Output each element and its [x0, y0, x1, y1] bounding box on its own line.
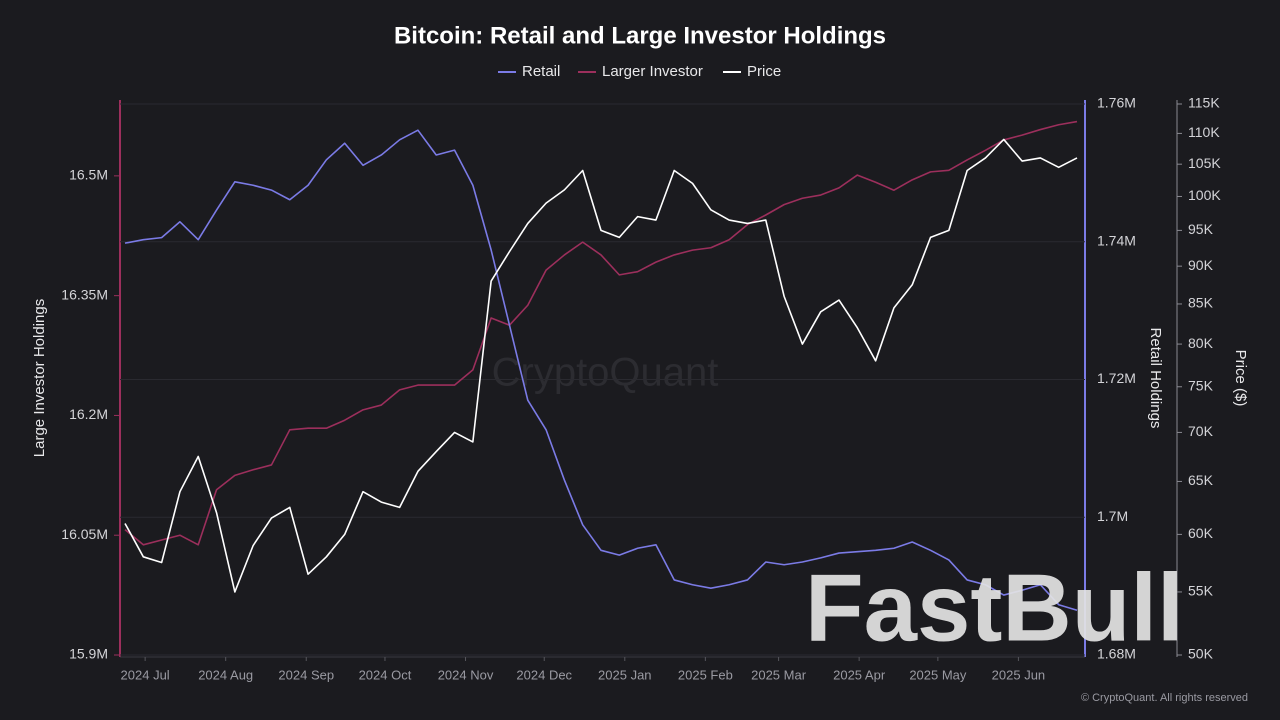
- y3-tick-label: 115K: [1188, 95, 1220, 111]
- y3-tick-label: 50K: [1188, 646, 1214, 662]
- series-line: [124, 129, 1078, 611]
- y-axis-title: Large Investor Holdings: [31, 299, 48, 457]
- x-tick-label: 2024 Jul: [121, 667, 170, 682]
- y3-tick-label: 80K: [1188, 335, 1214, 351]
- y2-tick-label: 1.68M: [1097, 646, 1136, 662]
- x-tick-label: 2025 Jun: [992, 667, 1046, 682]
- y-tick-label: 16.2M: [69, 406, 108, 422]
- x-tick-label: 2024 Nov: [438, 667, 494, 682]
- y-tick-label: 16.35M: [61, 286, 108, 302]
- y2-tick-label: 1.76M: [1097, 95, 1136, 111]
- y3-tick-label: 65K: [1188, 472, 1214, 488]
- y3-tick-label: 70K: [1188, 423, 1214, 439]
- y-tick-label: 16.05M: [61, 526, 108, 542]
- y3-tick-label: 85K: [1188, 295, 1214, 311]
- y3-tick-label: 110K: [1188, 124, 1220, 140]
- y3-tick-label: 90K: [1188, 257, 1214, 273]
- x-tick-label: 2025 Feb: [678, 667, 733, 682]
- y2-axis-title: Retail Holdings: [1147, 328, 1164, 429]
- legend-label: Larger Investor: [602, 63, 703, 80]
- y3-tick-label: 105K: [1188, 155, 1221, 171]
- x-tick-label: 2024 Dec: [516, 667, 572, 682]
- x-tick-label: 2025 Jan: [598, 667, 652, 682]
- y3-tick-label: 95K: [1188, 221, 1214, 237]
- y3-tick-label: 60K: [1188, 525, 1214, 541]
- series-line: [124, 138, 1078, 593]
- logo: FastBull: [805, 554, 1184, 661]
- y2-tick-label: 1.7M: [1097, 508, 1128, 524]
- x-tick-label: 2024 Oct: [359, 667, 412, 682]
- watermark: CryptoQuant: [492, 351, 719, 395]
- x-tick-label: 2025 May: [909, 667, 967, 682]
- y3-tick-label: 75K: [1188, 377, 1214, 393]
- y3-tick-label: 100K: [1188, 187, 1221, 203]
- series-line: [124, 120, 1078, 546]
- x-tick-label: 2025 Apr: [833, 667, 886, 682]
- y2-tick-label: 1.74M: [1097, 232, 1136, 248]
- x-tick-label: 2024 Sep: [278, 667, 334, 682]
- y3-axis-title: Price ($): [1232, 350, 1249, 407]
- y-tick-label: 15.9M: [69, 646, 108, 662]
- copyright: © CryptoQuant. All rights reserved: [1081, 692, 1248, 704]
- grid: [120, 103, 1085, 656]
- plot: [124, 120, 1078, 611]
- x-tick-label: 2025 Mar: [751, 667, 807, 682]
- y2-tick-label: 1.72M: [1097, 370, 1136, 386]
- x-tick-label: 2024 Aug: [198, 667, 253, 682]
- legend-label: Retail: [522, 63, 560, 80]
- chart-title: Bitcoin: Retail and Large Investor Holdi…: [394, 22, 886, 49]
- y-tick-label: 16.5M: [69, 167, 108, 183]
- legend-label: Price: [747, 63, 781, 80]
- y3-tick-label: 55K: [1188, 583, 1214, 599]
